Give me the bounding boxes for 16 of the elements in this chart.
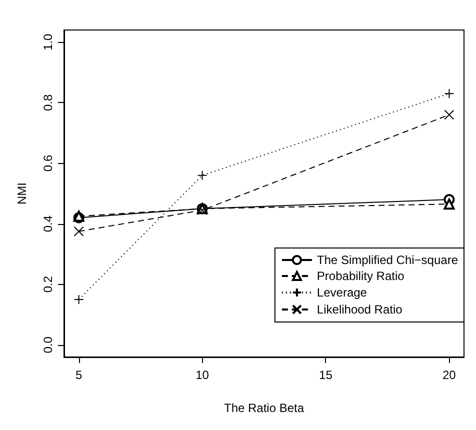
legend-label: Leverage — [316, 286, 368, 300]
y-tick-label: 0.0 — [41, 336, 55, 354]
x-tick-label: 10 — [196, 368, 210, 382]
legend-label: The Simplified Chi−square — [316, 253, 458, 267]
y-tick-label: 0.6 — [41, 154, 55, 172]
legend-label: Likelihood Ratio — [316, 302, 403, 316]
x-tick-label: 20 — [442, 368, 456, 382]
y-tick-label: 0.8 — [41, 94, 55, 112]
y-axis-title: NMI — [15, 182, 29, 204]
x-tick-label: 15 — [319, 368, 333, 382]
y-tick-label: 0.4 — [41, 215, 55, 232]
x-axis-title: The Ratio Beta — [224, 401, 304, 415]
x-tick-label: 5 — [75, 368, 82, 382]
legend-label: Probability Ratio — [316, 269, 405, 283]
y-tick-label: 0.2 — [41, 276, 55, 293]
y-tick-label: 1.0 — [41, 33, 55, 50]
